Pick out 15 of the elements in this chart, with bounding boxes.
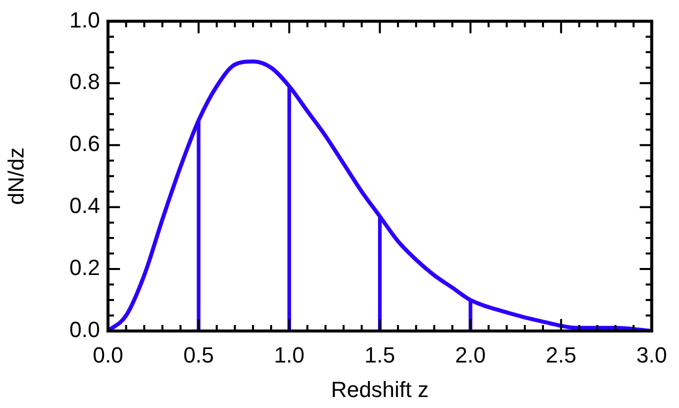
x-tick-label: 3.0	[636, 342, 668, 368]
y-tick-label: 0.2	[69, 255, 100, 280]
y-axis-title: dN/dz	[3, 147, 28, 205]
x-axis-title: Redshift z	[330, 376, 429, 402]
y-tick-label: 0.0	[69, 317, 100, 342]
y-tick-label: 0.4	[69, 193, 100, 218]
y-tick-label: 0.8	[69, 69, 100, 94]
y-tick-label: 1.0	[69, 7, 100, 32]
x-tick-label: 1.5	[364, 342, 396, 368]
x-tick-label: 2.5	[546, 342, 576, 368]
x-tick-label: 1.0	[274, 342, 305, 368]
y-tick-label: 0.6	[69, 131, 100, 156]
x-tick-label: 0.5	[183, 342, 214, 368]
x-tick-label: 2.0	[455, 342, 486, 368]
x-tick-label: 0.0	[92, 342, 124, 368]
